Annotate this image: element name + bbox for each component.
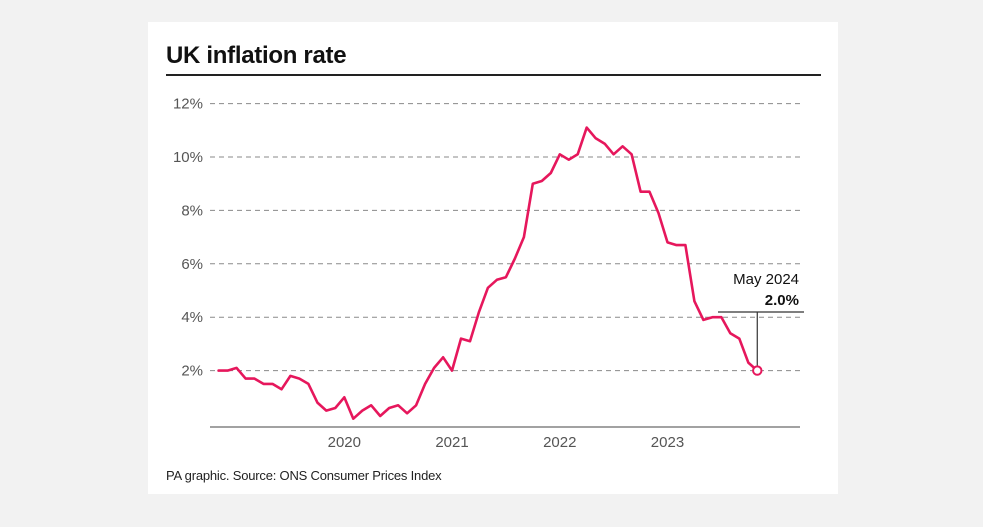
annotation-marker bbox=[752, 365, 763, 376]
y-tick-label: 10% bbox=[173, 149, 203, 166]
x-tick-label: 2022 bbox=[543, 434, 576, 451]
annotation-value-label: 2.0% bbox=[765, 292, 799, 309]
title-rule bbox=[166, 74, 821, 76]
grid-layer bbox=[210, 103, 800, 372]
chart-svg: 2% 4% 6% 8% 10% 12% 2020 2021 2022 2023 May 2024… bbox=[173, 96, 804, 451]
annotation: May 2024 2.0% bbox=[718, 271, 804, 376]
inflation-line bbox=[217, 126, 759, 420]
y-tick-label: 8% bbox=[181, 202, 203, 219]
y-tick-label: 2% bbox=[181, 363, 203, 380]
x-tick-label: 2021 bbox=[435, 434, 468, 451]
y-tick-labels: 2% 4% 6% 8% 10% 12% bbox=[173, 96, 203, 380]
x-tick-labels: 2020 2021 2022 2023 bbox=[328, 434, 685, 451]
y-tick-label: 6% bbox=[181, 256, 203, 273]
annotation-date-label: May 2024 bbox=[733, 271, 799, 288]
y-tick-label: 4% bbox=[181, 309, 203, 326]
chart-card: 2% 4% 6% 8% 10% 12% 2020 2021 2022 2023 May 2024… bbox=[148, 22, 838, 494]
x-tick-label: 2023 bbox=[651, 434, 684, 451]
y-tick-label: 12% bbox=[173, 96, 203, 113]
chart-title: UK inflation rate bbox=[166, 42, 347, 69]
source-note: PA graphic. Source: ONS Consumer Prices … bbox=[166, 468, 442, 483]
x-tick-label: 2020 bbox=[328, 434, 361, 451]
